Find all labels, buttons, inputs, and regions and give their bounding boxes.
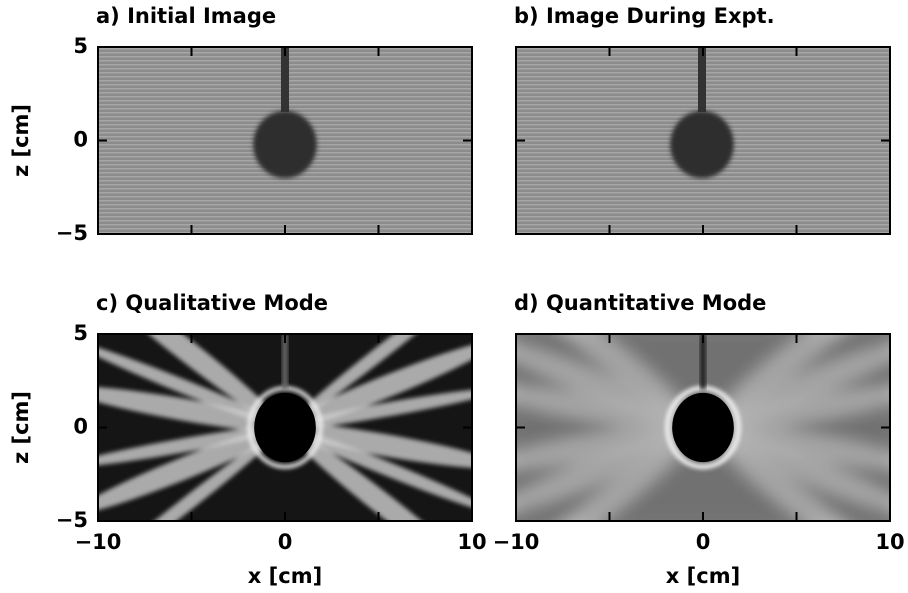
y-axis-label: z [cm] [9, 104, 33, 177]
image-panel [98, 47, 472, 234]
sphere [670, 111, 734, 178]
panel-title: a) Initial Image [96, 4, 276, 28]
y-tick-label: 0 [73, 415, 88, 439]
x-tick-label: 10 [875, 530, 904, 554]
rod [281, 47, 289, 112]
x-tick-label: 0 [278, 530, 293, 554]
y-tick-label: 5 [73, 321, 88, 345]
y-tick-label: 0 [73, 128, 88, 152]
rod [698, 47, 706, 112]
y-axis-label: z [cm] [9, 391, 33, 464]
panel-title: d) Quantitative Mode [514, 291, 766, 315]
x-tick-label: 0 [696, 530, 711, 554]
figure: −5 0 5 a) Initial Image z [cm] b) Image Durin… [0, 0, 908, 593]
y-tick-label: 5 [73, 34, 88, 58]
sphere [253, 111, 317, 178]
panel-title: b) Image During Expt. [514, 4, 775, 28]
y-tick-label: −5 [56, 221, 88, 245]
sphere [254, 393, 316, 462]
x-tick-label: 10 [457, 530, 486, 554]
x-tick-label: −10 [493, 530, 540, 554]
sphere [672, 393, 734, 462]
y-tick-label: −5 [56, 508, 88, 532]
x-axis-label: x [cm] [248, 564, 322, 588]
x-tick-label: −10 [75, 530, 122, 554]
x-axis-label: x [cm] [666, 564, 740, 588]
panel-title: c) Qualitative Mode [96, 291, 328, 315]
image-panel [516, 47, 890, 234]
